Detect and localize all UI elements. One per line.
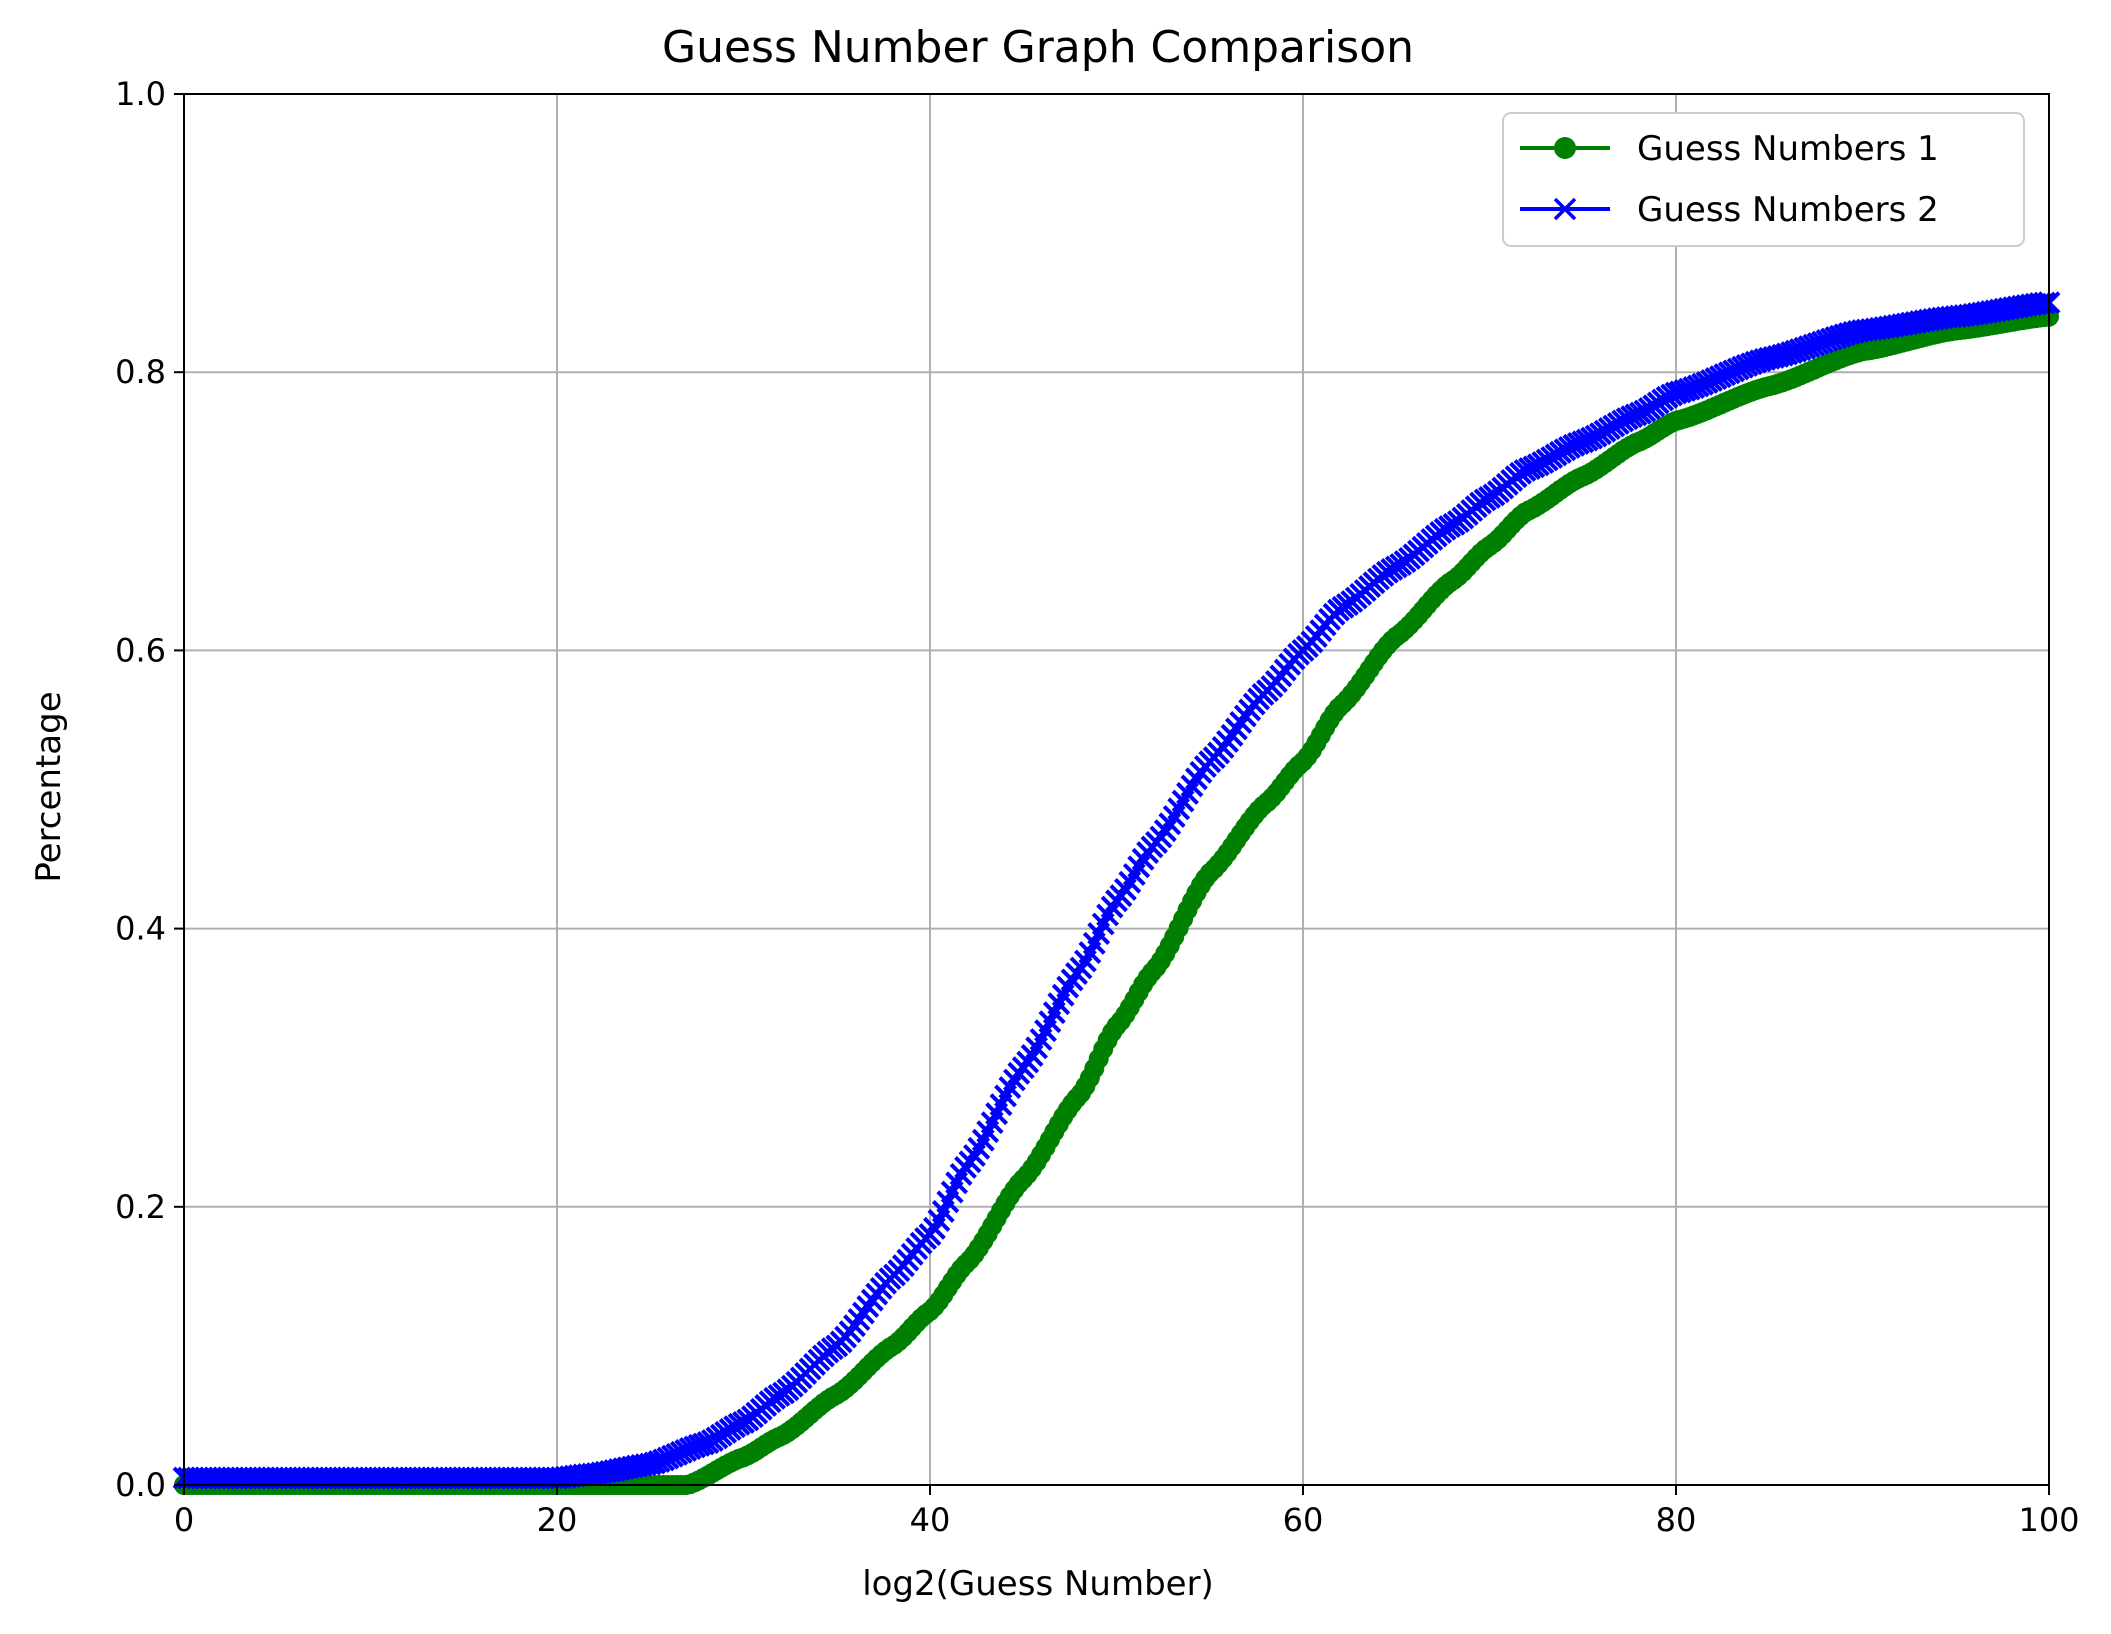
legend: Guess Numbers 1 Guess Numbers 2 — [1502, 112, 2025, 247]
y-axis: 0.0 0.2 0.4 0.6 0.8 1.0 — [115, 75, 184, 1504]
legend-box — [1502, 112, 2025, 247]
x-tick-label: 40 — [910, 1501, 951, 1539]
y-tick-label: 0.6 — [115, 631, 166, 669]
x-axis: 0 20 40 60 80 100 — [174, 1485, 2080, 1539]
series-2 — [172, 291, 2061, 1490]
legend-marker-circle — [1554, 137, 1576, 159]
y-axis-label: Percentage — [29, 691, 69, 882]
y-tick-label: 0.8 — [115, 353, 166, 391]
plot-frame — [183, 93, 2050, 1486]
legend-marker-x — [1553, 197, 1577, 221]
series-2-point — [2033, 291, 2057, 315]
x-tick-label: 20 — [537, 1501, 578, 1539]
x-tick-label: 80 — [1656, 1501, 1697, 1539]
series-2-point — [2028, 292, 2052, 316]
x-tick-label: 60 — [1283, 1501, 1324, 1539]
x-tick-label: 0 — [174, 1501, 194, 1539]
y-tick-label: 0.0 — [115, 1466, 166, 1504]
chart-title: Guess Number Graph Comparison — [662, 22, 1414, 73]
legend-label-1: Guess Numbers 1 — [1637, 129, 1939, 169]
x-tick-label: 100 — [2018, 1501, 2079, 1539]
y-tick-label: 1.0 — [115, 75, 166, 113]
y-tick-label: 0.2 — [115, 1188, 166, 1226]
y-tick-label: 0.4 — [115, 910, 166, 948]
x-axis-label: log2(Guess Number) — [862, 1564, 1214, 1604]
legend-label-2: Guess Numbers 2 — [1637, 190, 1939, 230]
